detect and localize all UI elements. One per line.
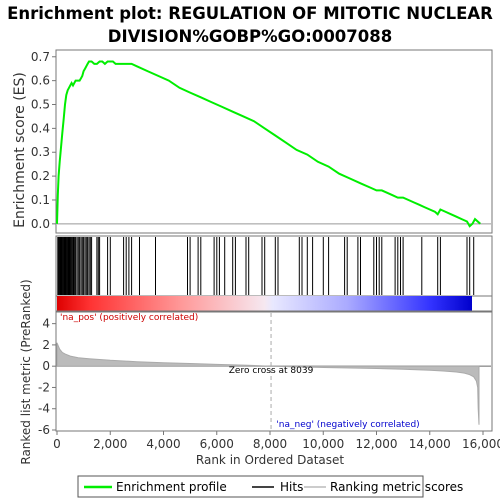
x-tick-label: 12,000: [356, 437, 398, 451]
rank-color-bar-frame: [55, 235, 493, 312]
es-ytick-label: 0.7: [31, 50, 50, 64]
metric-ytick-label: 2: [42, 338, 50, 352]
rank-color-bar: [57, 296, 472, 311]
metric-ytick-label: 4: [42, 317, 50, 331]
hits-area: [55, 235, 493, 297]
legend-enrichment-label: Enrichment profile: [116, 480, 227, 494]
es-ytick-label: 0.3: [31, 145, 50, 159]
legend-metric-label: Ranking metric scores: [330, 480, 463, 494]
es-ytick-label: 0.5: [31, 98, 50, 112]
zero-cross-label: Zero cross at 8039: [229, 366, 314, 376]
x-tick-label: 6,000: [200, 437, 234, 451]
metric-ytick-label: -4: [38, 402, 50, 416]
legend-box: [77, 475, 424, 498]
es-ytick-label: 0.6: [31, 74, 50, 88]
x-tick-label: 4,000: [146, 437, 180, 451]
x-tick-label: 16,000: [462, 437, 500, 451]
metric-ylabel: Ranked list metric (PreRanked): [19, 279, 33, 464]
ranking-metric-area: [56, 342, 480, 425]
metric-ytick-label: -2: [38, 380, 50, 394]
x-axis-label: Rank in Ordered Dataset: [196, 453, 344, 467]
x-tick-label: 14,000: [409, 437, 451, 451]
es-ytick-label: 0.4: [31, 121, 50, 135]
chart-title-line2: DIVISION%GOBP%GO:0007088: [108, 27, 392, 46]
metric-plot-area: [55, 311, 493, 432]
es-plot-area: [55, 49, 493, 234]
es-ylabel: Enrichment score (ES): [12, 72, 28, 228]
legend-hits-label: Hits: [280, 480, 303, 494]
es-ytick-label: 0.1: [31, 193, 50, 207]
x-tick-label: 0: [53, 437, 61, 451]
x-tick-label: 10,000: [302, 437, 344, 451]
es-ytick-label: 0.0: [31, 217, 50, 231]
x-tick-label: 2,000: [93, 437, 127, 451]
enrichment-profile-line: [56, 60, 481, 228]
negative-label: 'na_neg' (negatively correlated): [276, 420, 419, 430]
es-ytick-label: 0.2: [31, 169, 50, 183]
chart-title-line1: Enrichment plot: REGULATION OF MITOTIC N…: [7, 4, 493, 23]
metric-ytick-label: 0: [42, 359, 50, 373]
x-tick-label: 8,000: [253, 437, 287, 451]
metric-ytick-label: -6: [38, 423, 50, 437]
positive-label: 'na_pos' (positively correlated): [60, 313, 198, 323]
